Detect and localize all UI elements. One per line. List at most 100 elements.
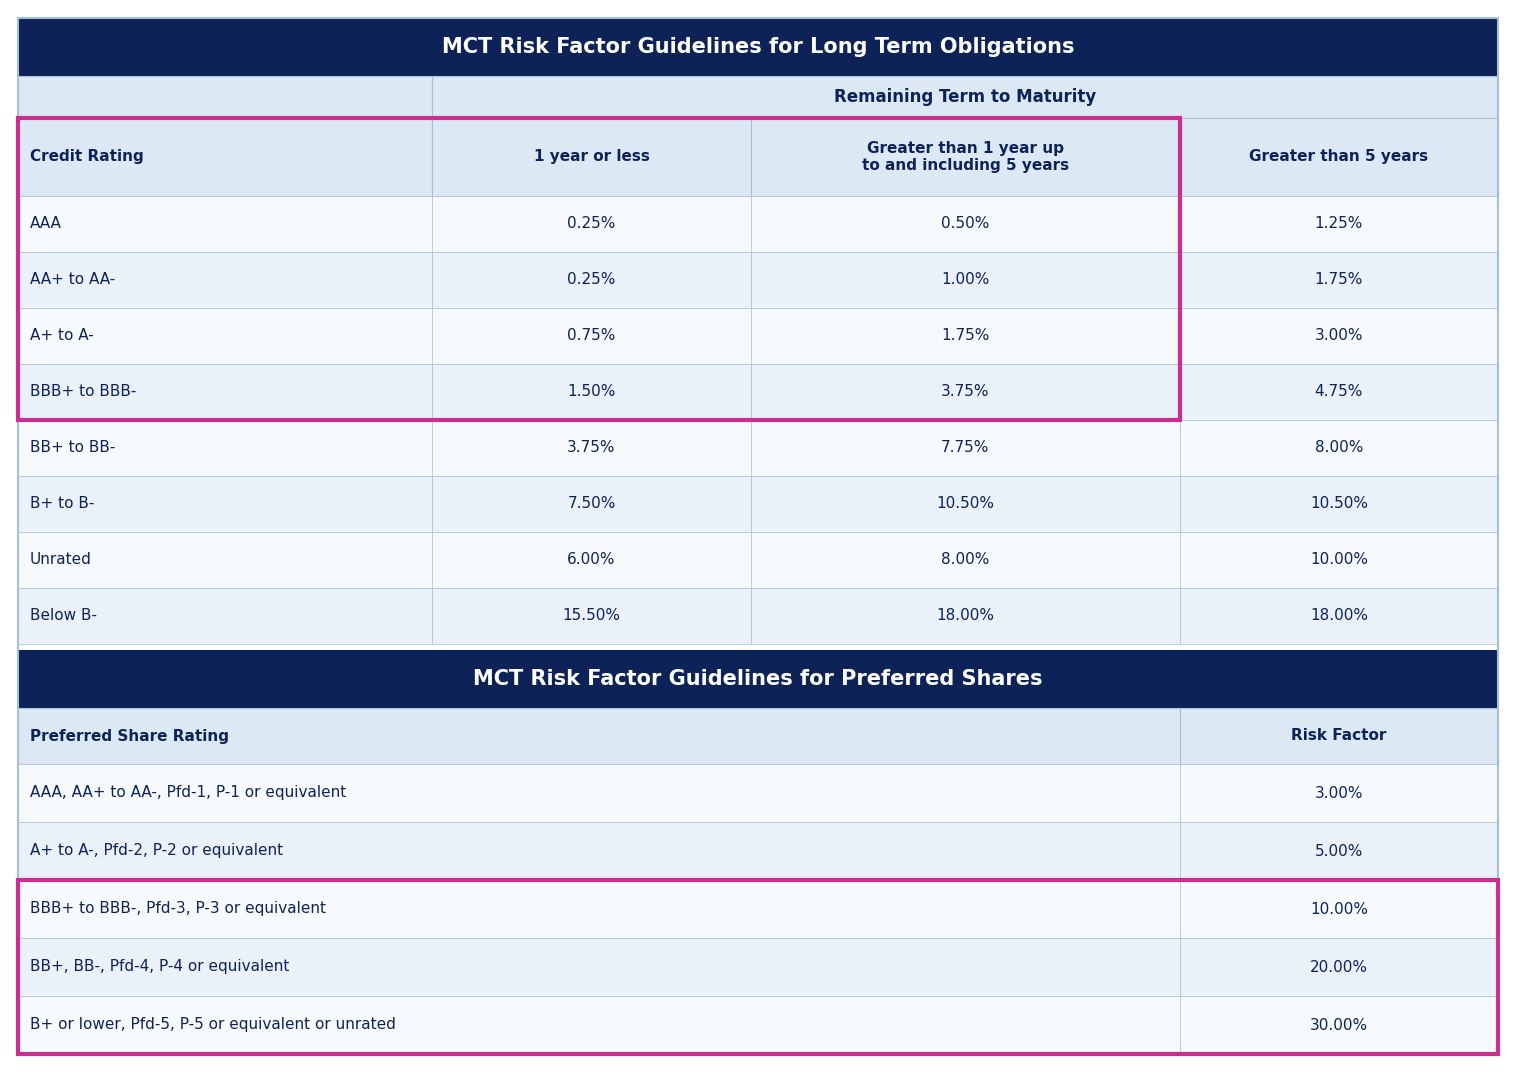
Bar <box>18 77 432 118</box>
Bar <box>1179 708 1498 764</box>
Text: 3.75%: 3.75% <box>941 385 990 400</box>
Bar <box>750 364 1179 420</box>
Bar <box>18 588 432 644</box>
Text: 0.25%: 0.25% <box>567 273 615 288</box>
Bar <box>18 196 432 252</box>
Text: 1.00%: 1.00% <box>941 273 990 288</box>
Bar <box>18 476 432 533</box>
Bar <box>432 77 1498 118</box>
Text: 0.25%: 0.25% <box>567 217 615 232</box>
Bar <box>1179 938 1498 996</box>
Bar <box>1179 588 1498 644</box>
Bar <box>750 196 1179 252</box>
Text: Below B-: Below B- <box>30 608 97 623</box>
Text: Greater than 5 years: Greater than 5 years <box>1249 150 1428 165</box>
Bar <box>1179 880 1498 938</box>
Bar <box>750 420 1179 476</box>
Text: 30.00%: 30.00% <box>1310 1018 1367 1033</box>
Bar <box>432 588 750 644</box>
Bar <box>1179 420 1498 476</box>
Bar <box>432 476 750 533</box>
Text: 1.75%: 1.75% <box>1314 273 1363 288</box>
Text: BBB+ to BBB-, Pfd-3, P-3 or equivalent: BBB+ to BBB-, Pfd-3, P-3 or equivalent <box>30 901 326 916</box>
Bar <box>18 118 1179 420</box>
Bar <box>750 308 1179 364</box>
Bar <box>18 708 1179 764</box>
Text: Unrated: Unrated <box>30 553 92 567</box>
Bar <box>18 18 1498 77</box>
Text: B+ to B-: B+ to B- <box>30 497 94 511</box>
Text: BB+, BB-, Pfd-4, P-4 or equivalent: BB+, BB-, Pfd-4, P-4 or equivalent <box>30 959 290 975</box>
Text: 6.00%: 6.00% <box>567 553 615 567</box>
Text: 1.25%: 1.25% <box>1314 217 1363 232</box>
Text: 4.75%: 4.75% <box>1314 385 1363 400</box>
Text: 5.00%: 5.00% <box>1314 843 1363 858</box>
Bar <box>750 588 1179 644</box>
Text: MCT Risk Factor Guidelines for Long Term Obligations: MCT Risk Factor Guidelines for Long Term… <box>441 37 1075 57</box>
Bar <box>432 364 750 420</box>
Bar <box>432 118 750 196</box>
Bar <box>432 420 750 476</box>
Text: Risk Factor: Risk Factor <box>1292 729 1387 744</box>
Bar <box>1179 533 1498 588</box>
Text: 1.75%: 1.75% <box>941 329 990 344</box>
Text: Greater than 1 year up
to and including 5 years: Greater than 1 year up to and including … <box>861 141 1069 174</box>
Text: 10.50%: 10.50% <box>1310 497 1367 511</box>
Bar <box>750 252 1179 308</box>
Text: A+ to A-: A+ to A- <box>30 329 94 344</box>
Text: 18.00%: 18.00% <box>937 608 994 623</box>
Bar <box>750 118 1179 196</box>
Text: Credit Rating: Credit Rating <box>30 150 144 165</box>
Bar <box>432 533 750 588</box>
Text: B+ or lower, Pfd-5, P-5 or equivalent or unrated: B+ or lower, Pfd-5, P-5 or equivalent or… <box>30 1018 396 1033</box>
Text: 3.00%: 3.00% <box>1314 786 1363 801</box>
Text: 20.00%: 20.00% <box>1310 959 1367 975</box>
Text: 7.50%: 7.50% <box>567 497 615 511</box>
Text: A+ to A-, Pfd-2, P-2 or equivalent: A+ to A-, Pfd-2, P-2 or equivalent <box>30 843 283 858</box>
Bar <box>432 252 750 308</box>
Text: Preferred Share Rating: Preferred Share Rating <box>30 729 229 744</box>
Text: MCT Risk Factor Guidelines for Preferred Shares: MCT Risk Factor Guidelines for Preferred… <box>473 669 1043 689</box>
Text: BBB+ to BBB-: BBB+ to BBB- <box>30 385 136 400</box>
Text: 1 year or less: 1 year or less <box>534 150 649 165</box>
Text: 10.50%: 10.50% <box>937 497 994 511</box>
Text: Remaining Term to Maturity: Remaining Term to Maturity <box>834 88 1096 106</box>
Text: 10.00%: 10.00% <box>1310 901 1367 916</box>
Text: 15.50%: 15.50% <box>562 608 620 623</box>
Bar <box>1179 196 1498 252</box>
Text: 3.00%: 3.00% <box>1314 329 1363 344</box>
Bar <box>18 308 432 364</box>
Text: BB+ to BB-: BB+ to BB- <box>30 441 115 456</box>
Bar <box>18 764 1179 823</box>
Text: 18.00%: 18.00% <box>1310 608 1367 623</box>
Bar <box>18 938 1179 996</box>
Bar <box>18 996 1179 1054</box>
Text: 7.75%: 7.75% <box>941 441 990 456</box>
Text: 1.50%: 1.50% <box>567 385 615 400</box>
Bar <box>1179 476 1498 533</box>
Bar <box>1179 308 1498 364</box>
Bar <box>1179 252 1498 308</box>
Text: 0.75%: 0.75% <box>567 329 615 344</box>
Bar <box>18 252 432 308</box>
Bar <box>1179 364 1498 420</box>
Text: 3.75%: 3.75% <box>567 441 615 456</box>
Text: 10.00%: 10.00% <box>1310 553 1367 567</box>
Text: 0.50%: 0.50% <box>941 217 990 232</box>
Bar <box>18 420 432 476</box>
Bar <box>18 118 432 196</box>
Bar <box>432 308 750 364</box>
Bar <box>1179 823 1498 880</box>
Bar <box>18 823 1179 880</box>
Text: AA+ to AA-: AA+ to AA- <box>30 273 115 288</box>
Bar <box>750 476 1179 533</box>
Text: 8.00%: 8.00% <box>1314 441 1363 456</box>
Text: AAA: AAA <box>30 217 62 232</box>
Bar <box>1179 996 1498 1054</box>
Bar <box>750 533 1179 588</box>
Text: AAA, AA+ to AA-, Pfd-1, P-1 or equivalent: AAA, AA+ to AA-, Pfd-1, P-1 or equivalen… <box>30 786 346 801</box>
Bar <box>18 880 1498 1054</box>
Text: 8.00%: 8.00% <box>941 553 990 567</box>
Bar <box>1179 118 1498 196</box>
Bar <box>18 364 432 420</box>
